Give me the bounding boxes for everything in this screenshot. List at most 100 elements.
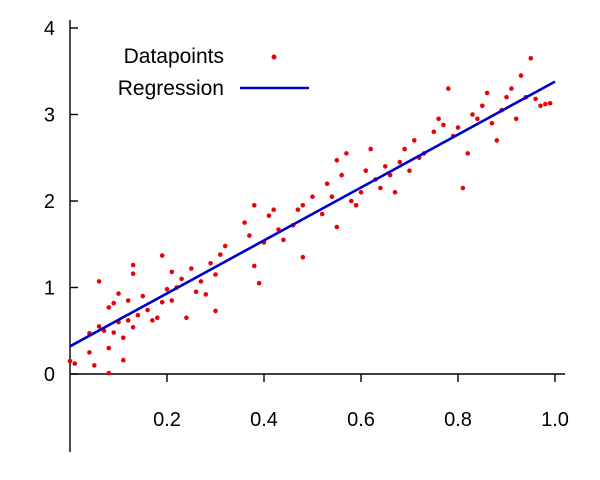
datapoint	[242, 220, 247, 225]
datapoint	[96, 324, 102, 329]
datapoint	[528, 56, 534, 61]
y-tick-label: 3	[44, 105, 55, 127]
datapoint	[547, 101, 553, 106]
regression-layer	[69, 80, 556, 348]
datapoint	[96, 279, 102, 284]
datapoint	[446, 86, 451, 91]
datapoint	[140, 293, 146, 299]
datapoint	[484, 90, 490, 96]
datapoint	[402, 146, 407, 152]
datapoint	[480, 103, 485, 109]
datapoint	[247, 233, 252, 238]
legend-label-datapoints: Datapoints	[124, 45, 224, 68]
x-tick-label: 0.2	[153, 409, 181, 431]
datapoint	[184, 315, 189, 321]
legend-marker-datapoints	[271, 54, 277, 60]
x-tick-label: 0.6	[347, 409, 375, 431]
datapoint	[349, 198, 354, 204]
datapoint	[271, 207, 277, 212]
datapoint	[198, 279, 204, 284]
datapoint	[121, 357, 126, 363]
datapoint	[436, 116, 441, 122]
datapoint	[358, 190, 364, 195]
datapoint	[121, 335, 126, 341]
datapoint	[334, 224, 340, 230]
datapoint	[208, 261, 213, 266]
datapoint	[125, 298, 131, 303]
datapoint	[339, 172, 344, 178]
datapoint	[164, 286, 170, 292]
datapoint	[513, 116, 519, 122]
datapoint	[441, 122, 446, 128]
datapoint	[533, 96, 538, 102]
datapoint	[106, 370, 112, 376]
datapoint	[334, 158, 340, 163]
datapoint	[300, 254, 306, 260]
legend-label-regression: Regression	[118, 77, 224, 100]
datapoint	[407, 168, 412, 173]
datapoint	[252, 203, 257, 208]
datapoint	[412, 138, 417, 143]
datapoint	[489, 120, 495, 126]
datapoint	[150, 318, 155, 323]
datapoint	[111, 330, 116, 335]
datapoint	[494, 138, 500, 143]
datapoint	[72, 361, 78, 366]
datapoint	[378, 185, 383, 191]
datapoint	[159, 299, 165, 305]
datapoint	[431, 129, 437, 135]
datapoints-layer	[67, 56, 553, 376]
datapoint	[383, 164, 388, 169]
datapoint	[295, 207, 301, 212]
datapoint	[397, 159, 403, 165]
datapoint	[470, 112, 475, 117]
datapoint	[543, 101, 548, 107]
datapoint	[222, 243, 228, 249]
datapoint	[193, 289, 199, 295]
datapoint	[130, 262, 136, 268]
datapoint	[252, 263, 257, 269]
y-tick-label: 1	[44, 278, 55, 300]
datapoint	[504, 94, 509, 100]
datapoint	[106, 345, 112, 351]
datapoint	[353, 203, 359, 208]
datapoint	[67, 358, 73, 364]
datapoint	[159, 253, 165, 258]
datapoint	[179, 276, 184, 282]
datapoint	[189, 266, 194, 271]
datapoint	[256, 280, 262, 286]
datapoint	[329, 194, 335, 199]
datapoint	[213, 308, 218, 314]
y-tick-label: 0	[44, 364, 55, 386]
datapoint	[281, 237, 286, 243]
datapoint	[203, 292, 209, 297]
datapoint	[509, 86, 514, 91]
datapoint	[92, 363, 97, 368]
datapoint	[319, 211, 325, 217]
datapoint	[218, 252, 223, 257]
datapoint	[169, 298, 175, 303]
datapoint	[460, 185, 466, 191]
datapoint	[213, 272, 218, 277]
y-tick-label: 2	[44, 191, 55, 213]
legend: Datapoints Regression	[118, 45, 309, 100]
datapoint	[518, 73, 524, 78]
datapoint	[392, 190, 398, 195]
datapoint	[266, 213, 272, 218]
datapoint	[130, 271, 136, 277]
datapoint	[155, 315, 160, 321]
datapoint	[324, 181, 330, 186]
datapoint	[300, 203, 306, 208]
datapoint	[145, 307, 150, 313]
datapoint	[135, 312, 141, 318]
datapoint	[344, 151, 349, 156]
datapoint	[363, 168, 369, 173]
regression-line	[69, 80, 556, 348]
datapoint	[125, 318, 131, 323]
datapoint	[387, 172, 393, 178]
datapoint	[310, 194, 315, 199]
x-tick-label: 0.8	[444, 409, 472, 431]
datapoint	[455, 125, 461, 130]
